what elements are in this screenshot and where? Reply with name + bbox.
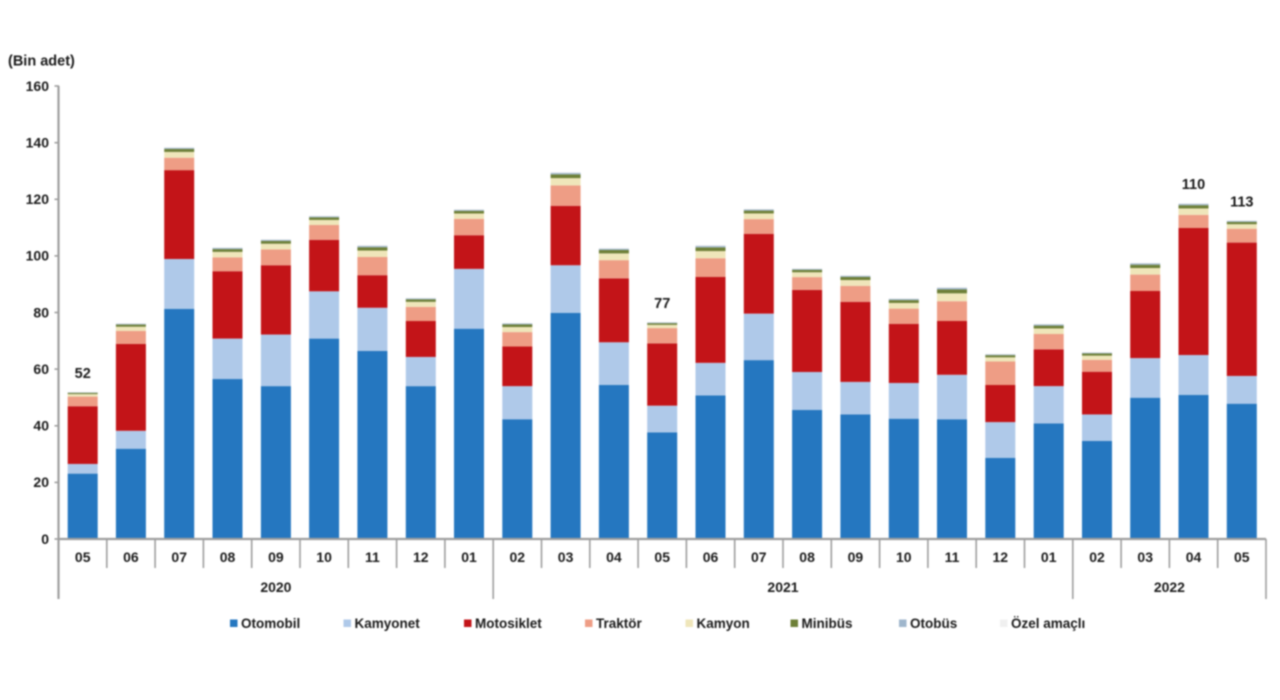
svg-text:08: 08 bbox=[799, 549, 815, 565]
svg-text:10: 10 bbox=[896, 549, 912, 565]
svg-text:09: 09 bbox=[268, 549, 284, 565]
svg-text:2022: 2022 bbox=[1154, 579, 1185, 595]
svg-text:Kamyonet: Kamyonet bbox=[355, 616, 421, 631]
svg-text:05: 05 bbox=[75, 549, 91, 565]
svg-text:12: 12 bbox=[413, 549, 429, 565]
svg-text:01: 01 bbox=[1041, 549, 1057, 565]
svg-text:05: 05 bbox=[1234, 549, 1250, 565]
svg-text:140: 140 bbox=[26, 135, 50, 151]
svg-text:160: 160 bbox=[26, 78, 50, 94]
svg-text:07: 07 bbox=[171, 549, 187, 565]
svg-text:04: 04 bbox=[606, 549, 622, 565]
svg-text:52: 52 bbox=[75, 366, 91, 382]
svg-text:Otomobil: Otomobil bbox=[241, 616, 300, 631]
svg-text:11: 11 bbox=[945, 549, 960, 565]
svg-text:(Bin adet): (Bin adet) bbox=[8, 54, 75, 70]
svg-text:40: 40 bbox=[33, 418, 49, 434]
svg-text:113: 113 bbox=[1230, 195, 1253, 211]
svg-text:Minibüs: Minibüs bbox=[802, 616, 853, 631]
svg-text:01: 01 bbox=[461, 549, 477, 565]
svg-text:08: 08 bbox=[220, 549, 236, 565]
svg-text:60: 60 bbox=[33, 361, 49, 377]
svg-text:Kamyon: Kamyon bbox=[697, 616, 750, 631]
svg-text:80: 80 bbox=[33, 304, 49, 320]
svg-text:07: 07 bbox=[751, 549, 767, 565]
svg-text:Özel amaçlı: Özel amaçlı bbox=[1011, 616, 1085, 631]
svg-text:05: 05 bbox=[654, 549, 670, 565]
svg-text:10: 10 bbox=[316, 549, 332, 565]
svg-text:09: 09 bbox=[848, 549, 864, 565]
svg-text:2020: 2020 bbox=[260, 579, 291, 595]
svg-text:120: 120 bbox=[26, 191, 50, 207]
svg-text:06: 06 bbox=[703, 549, 719, 565]
svg-text:Otobüs: Otobüs bbox=[910, 616, 957, 631]
svg-text:0: 0 bbox=[41, 531, 49, 547]
svg-text:110: 110 bbox=[1182, 177, 1205, 193]
svg-text:2021: 2021 bbox=[767, 579, 798, 595]
svg-text:03: 03 bbox=[1137, 549, 1153, 565]
svg-text:11: 11 bbox=[365, 549, 380, 565]
svg-text:03: 03 bbox=[558, 549, 574, 565]
svg-text:20: 20 bbox=[33, 474, 49, 490]
svg-text:02: 02 bbox=[1089, 549, 1105, 565]
svg-text:04: 04 bbox=[1186, 549, 1202, 565]
svg-text:12: 12 bbox=[993, 549, 1009, 565]
svg-text:Traktör: Traktör bbox=[596, 616, 643, 631]
svg-text:100: 100 bbox=[26, 248, 50, 264]
svg-text:77: 77 bbox=[654, 296, 670, 312]
svg-text:02: 02 bbox=[510, 549, 526, 565]
svg-text:06: 06 bbox=[123, 549, 139, 565]
svg-text:Motosiklet: Motosiklet bbox=[475, 616, 542, 631]
